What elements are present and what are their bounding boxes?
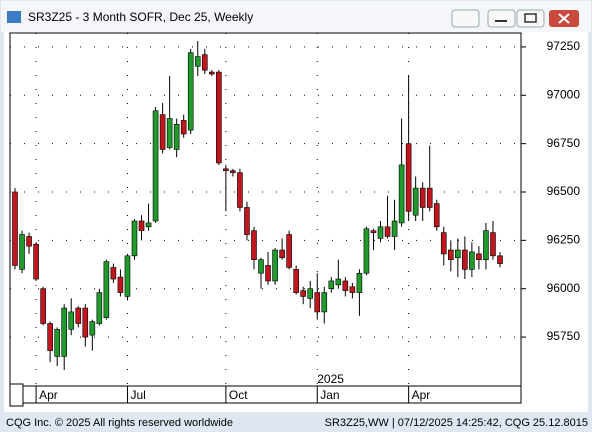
candle-body: [117, 276, 124, 293]
y-tick-label: 97250: [547, 39, 581, 53]
maximize-icon: [524, 13, 537, 23]
footer-right: SR3Z25,WW | 07/12/2025 14:25:42, CQG 25.…: [325, 417, 588, 429]
candle-body: [159, 114, 166, 150]
candle-body: [145, 222, 152, 228]
candle-body: [96, 292, 103, 324]
candle-body: [230, 170, 236, 173]
close-icon: [558, 13, 570, 24]
candle-body: [223, 168, 229, 172]
candle-body: [251, 230, 257, 260]
candle-body: [384, 226, 391, 237]
year-label: 2025: [317, 372, 344, 386]
candle-body: [469, 251, 475, 270]
y-tick-label: 96750: [547, 136, 581, 150]
candle-body: [54, 329, 60, 357]
candle-body: [33, 243, 39, 280]
y-tick-label: 95750: [547, 329, 581, 343]
candle-body: [426, 187, 433, 208]
candle-body: [209, 71, 215, 75]
candle-body: [419, 187, 426, 208]
candle-body: [138, 220, 145, 231]
candle-body: [272, 249, 278, 282]
candle-body: [377, 226, 384, 239]
candle-body: [201, 54, 208, 71]
candle-body: [82, 307, 89, 338]
candle-body: [12, 191, 18, 266]
candle-body: [26, 236, 32, 247]
candle-body: [440, 232, 447, 255]
candle-body: [47, 323, 53, 351]
plot: 95750 96000 96250 96500 96750 97000 97250 Apr Ju…: [10, 33, 580, 403]
candle-body: [363, 228, 370, 274]
candle-body: [391, 220, 398, 237]
candle-body: [173, 123, 180, 150]
candle-body: [328, 280, 335, 290]
candle-body: [68, 311, 75, 330]
candle-body: [279, 249, 285, 259]
candle-body: [398, 164, 405, 224]
candle-body: [370, 230, 377, 233]
candle-body: [265, 265, 271, 282]
candle-body: [124, 255, 131, 297]
maximize-button[interactable]: [516, 9, 545, 28]
candle-body: [412, 187, 419, 216]
candle-body: [405, 143, 412, 212]
x-tick-label: Jan: [320, 388, 339, 402]
candle-body: [110, 267, 117, 280]
candle-body: [166, 118, 173, 148]
y-tick-label: 96250: [547, 233, 581, 247]
footer-left: CQG Inc. © 2025 All rights reserved worl…: [6, 417, 233, 429]
candle-body: [19, 234, 25, 270]
candle-body: [194, 56, 201, 67]
candle-body: [314, 292, 321, 313]
x-tick-label: Jul: [130, 388, 145, 402]
candle-body: [483, 230, 489, 260]
candle-body: [216, 71, 222, 164]
candle-body: [103, 261, 110, 319]
candle-body: [321, 292, 328, 313]
candle-body: [342, 280, 349, 291]
candle-body: [490, 232, 496, 257]
candle-body: [497, 255, 503, 264]
candle-body: [61, 307, 68, 357]
candle-body: [131, 220, 138, 257]
app-icon: [7, 11, 21, 23]
candle-body: [293, 269, 299, 293]
x-tick-label: Apr: [412, 388, 431, 402]
candle-body: [349, 286, 356, 293]
candle-body: [152, 110, 159, 222]
candle-body: [286, 234, 292, 268]
candle-body: [307, 288, 314, 299]
candle-body: [455, 249, 461, 259]
candle-body: [335, 278, 342, 286]
candle-body: [356, 272, 363, 293]
candle-body: [462, 249, 468, 270]
x-tick-label: Oct: [229, 388, 248, 402]
y-tick-label: 96000: [547, 281, 581, 295]
candle-body: [180, 120, 187, 135]
candle-body: [258, 259, 264, 274]
x-tick-label: Apr: [39, 388, 58, 402]
minimize-button[interactable]: [487, 9, 516, 28]
scroll-box[interactable]: [9, 383, 24, 407]
candle-body: [187, 52, 194, 131]
candle-body: [300, 290, 306, 297]
candle-body: [237, 172, 243, 208]
candle-body: [447, 249, 454, 260]
candle-body: [244, 207, 250, 235]
x-axis-strip: [9, 385, 522, 404]
y-tick-label: 96500: [547, 184, 581, 198]
window-title: SR3Z25 - 3 Month SOFR, Dec 25, Weekly: [28, 10, 253, 24]
candle-body: [40, 288, 46, 324]
candle-body: [89, 321, 96, 336]
candle-body: [433, 203, 440, 228]
candle-body: [476, 253, 482, 260]
y-tick-label: 97000: [547, 87, 581, 101]
link-button[interactable]: [451, 9, 480, 28]
candle-body: [75, 307, 82, 324]
